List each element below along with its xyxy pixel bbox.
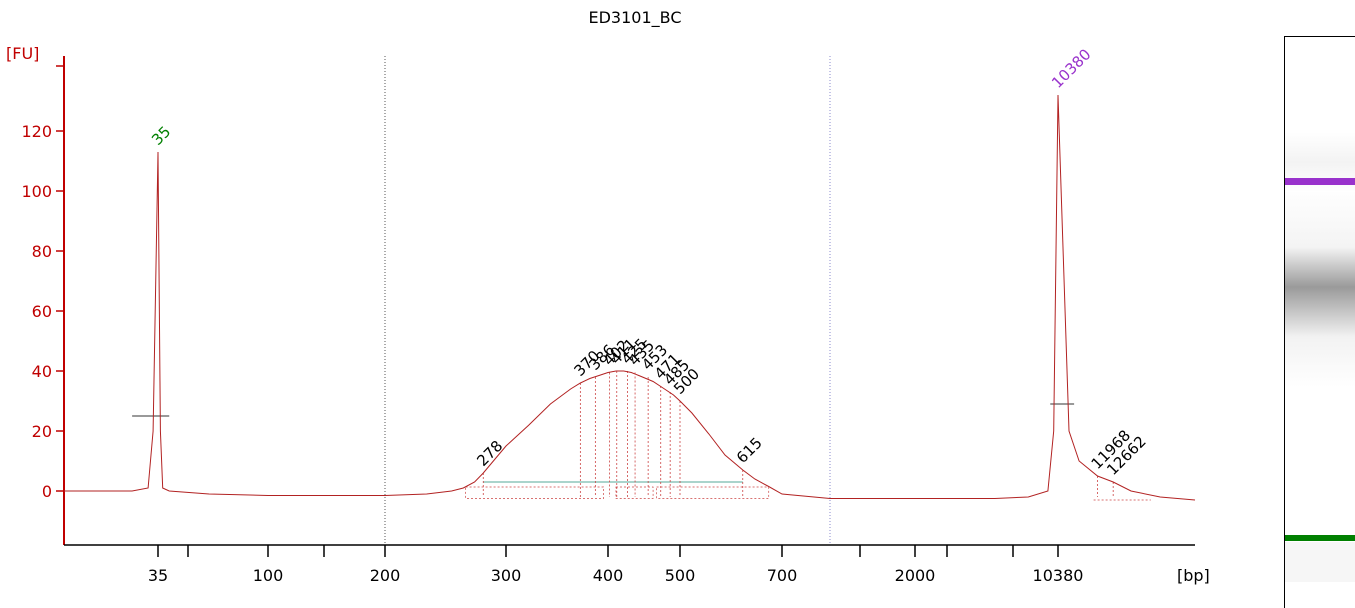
axes: 0 20 40 60 80 100 120 35 100 200 300 400 500 700 2000 1… — [21, 56, 1195, 585]
y-tick-label: 120 — [21, 122, 52, 141]
series-line — [64, 94, 1196, 501]
peak-label: 10380 — [1048, 45, 1094, 91]
x-tick-label: 700 — [767, 566, 798, 585]
x-tick-label: 500 — [665, 566, 696, 585]
region-box — [656, 486, 770, 499]
x-tick-label: 100 — [253, 566, 284, 585]
gel-lower-marker-band — [1285, 535, 1355, 541]
y-tick-label: 40 — [32, 362, 52, 381]
x-tick-label: 35 — [148, 566, 168, 585]
peak-label: 278 — [473, 437, 506, 470]
region-box — [615, 486, 654, 499]
y-tick-label: 100 — [21, 182, 52, 201]
y-tick-label: 0 — [42, 482, 52, 501]
peak-label: 35 — [148, 123, 174, 149]
peak-labels: 3510380278370386402411425435453471485500… — [148, 45, 1150, 478]
region-box — [465, 486, 604, 499]
region-markers — [132, 371, 1151, 501]
y-axis-label: [FU] — [6, 44, 39, 63]
gel-upper-marker-band — [1285, 178, 1355, 185]
x-tick-label: 10380 — [1033, 566, 1084, 585]
y-tick-label: 80 — [32, 242, 52, 261]
gel-smear-band — [1285, 187, 1355, 387]
x-tick-label: 300 — [491, 566, 522, 585]
x-tick-label: 2000 — [895, 566, 936, 585]
gel-lane — [1284, 36, 1355, 608]
x-tick-label: 200 — [370, 566, 401, 585]
chart-title: ED3101_BC — [588, 8, 682, 27]
gel-lower-shade — [1285, 542, 1355, 582]
y-tick-label: 60 — [32, 302, 52, 321]
y-tick-label: 20 — [32, 422, 52, 441]
divider-lines — [384, 56, 831, 545]
x-tick-label: 400 — [593, 566, 624, 585]
peak-label: 615 — [733, 434, 766, 467]
x-axis-label: [bp] — [1177, 566, 1210, 585]
electropherogram-plot: 0 20 40 60 80 100 120 35 100 200 300 400 500 700 2000 1… — [6, 44, 1210, 585]
